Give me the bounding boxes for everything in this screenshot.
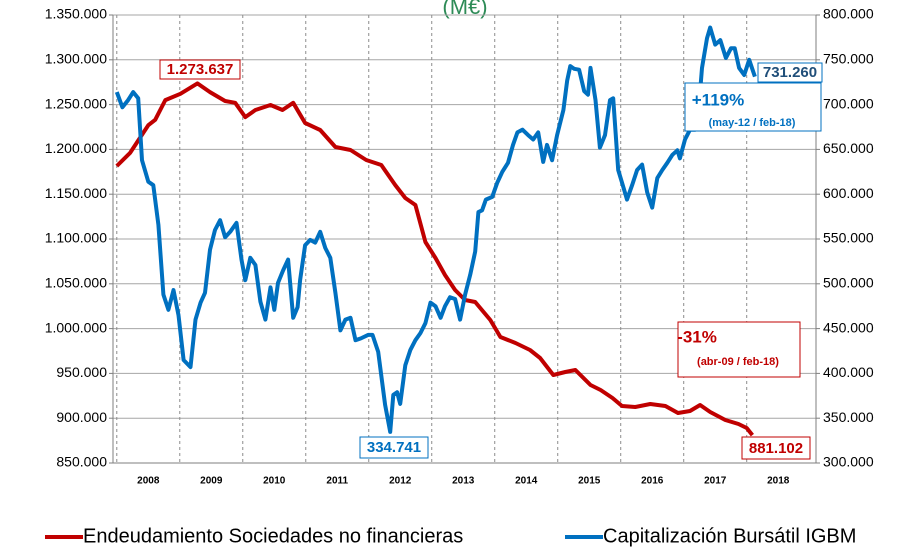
annotation-box [757,62,823,83]
y2-tick-label: 500.000 [823,275,874,291]
y-tick-label: 1.200.000 [45,140,107,156]
y2-tick-label: 700.000 [823,95,874,111]
y2-tick-label: 550.000 [823,230,874,246]
y2-tick-label: 800.000 [823,6,874,22]
y-tick-label: 900.000 [56,409,107,425]
y2-tick-label: 600.000 [823,185,874,201]
y-tick-label: 1.000.000 [45,319,107,335]
x-tick-label: 2013 [452,476,475,487]
y-tick-label: 1.350.000 [45,6,107,22]
series-line [115,81,754,437]
y-tick-label: 1.150.000 [45,185,107,201]
x-tick-label: 2015 [578,476,601,487]
annotation-box [741,436,811,460]
y-tick-label: 850.000 [56,454,107,470]
series-line [114,25,757,434]
annotation: 731.260 [763,64,817,81]
x-tick-label: 2014 [515,476,538,487]
annotation: (may-12 / feb-18) [709,117,796,129]
annotation: 334.741 [367,439,421,456]
annotation-box [359,436,429,459]
legend-label: Endeudamiento Sociedades no financieras [83,525,463,547]
annotation: 1.273.637 [167,61,234,78]
y2-tick-label: 650.000 [823,140,874,156]
x-tick-label: 2017 [704,476,727,487]
chart-title: (M€) [442,0,487,19]
x-tick-label: 2018 [767,476,790,487]
x-tick-label: 2010 [263,476,286,487]
y2-tick-label: 400.000 [823,364,874,380]
y-tick-label: 1.250.000 [45,95,107,111]
x-tick-label: 2009 [200,476,223,487]
y2-tick-label: 750.000 [823,51,874,67]
annotation: 881.102 [749,440,803,457]
x-tick-label: 2011 [326,476,348,487]
y2-tick-label: 450.000 [823,319,874,335]
x-tick-label: 2012 [389,476,412,487]
x-tick-label: 2008 [137,476,160,487]
y-tick-label: 1.100.000 [45,230,107,246]
legend-label: Capitalización Bursátil IGBM [603,525,856,547]
x-tick-label: 2016 [641,476,664,487]
annotation-box [677,321,801,378]
y2-tick-label: 300.000 [823,454,874,470]
y-tick-label: 1.050.000 [45,275,107,291]
annotation: -31% [677,327,717,346]
y-tick-label: 950.000 [56,364,107,380]
annotation-box [159,59,241,80]
annotation: +119% [692,90,744,109]
annotation-box [684,82,822,132]
annotation: (abr-09 / feb-18) [697,356,779,368]
y2-tick-label: 350.000 [823,409,874,425]
y-tick-label: 1.300.000 [45,51,107,67]
